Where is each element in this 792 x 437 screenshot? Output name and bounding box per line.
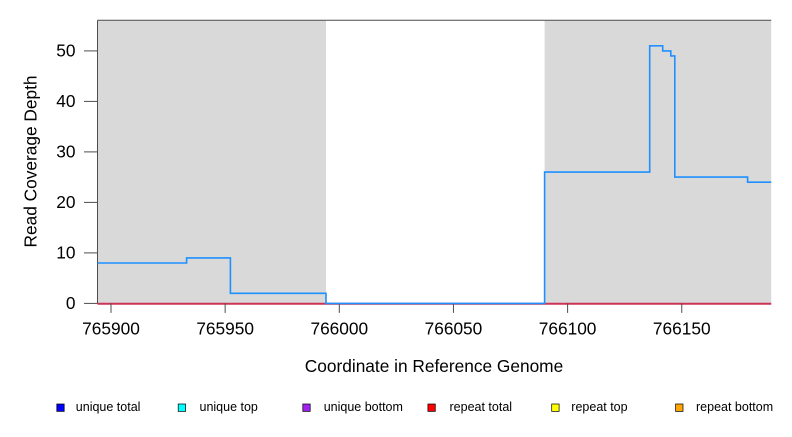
svg-text:30: 30 [56, 142, 75, 162]
svg-text:unique bottom: unique bottom [324, 400, 403, 414]
svg-text:repeat top: repeat top [571, 400, 627, 414]
svg-text:766000: 766000 [310, 319, 368, 339]
svg-text:Coordinate in Reference Genome: Coordinate in Reference Genome [305, 356, 563, 376]
svg-text:766150: 766150 [653, 319, 711, 339]
svg-text:unique top: unique top [200, 400, 258, 414]
svg-text:40: 40 [56, 91, 75, 111]
svg-text:766100: 766100 [539, 319, 597, 339]
svg-text:765900: 765900 [82, 319, 140, 339]
svg-text:50: 50 [56, 41, 75, 61]
svg-text:repeat total: repeat total [450, 400, 513, 414]
svg-text:10: 10 [56, 243, 75, 263]
svg-text:Read Coverage Depth: Read Coverage Depth [20, 76, 40, 248]
svg-text:unique total: unique total [76, 400, 141, 414]
svg-text:765950: 765950 [196, 319, 254, 339]
svg-text:repeat bottom: repeat bottom [696, 400, 773, 414]
svg-text:766050: 766050 [425, 319, 483, 339]
svg-text:0: 0 [66, 293, 76, 313]
svg-text:20: 20 [56, 192, 75, 212]
